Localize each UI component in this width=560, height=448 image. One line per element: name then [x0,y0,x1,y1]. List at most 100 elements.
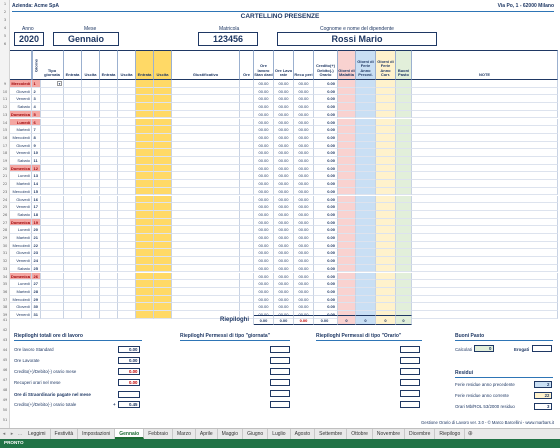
sheet-tab[interactable]: Aprile [196,429,218,439]
sheet-tab[interactable]: Maggio [218,429,244,439]
cell-ore[interactable] [240,295,254,304]
row-number[interactable]: 47 [2,378,8,382]
cell-u3[interactable] [154,172,172,181]
cell-e3[interactable] [136,287,154,296]
row-number[interactable]: 45 [2,358,8,362]
sheet-tab[interactable]: Leggimi [24,429,51,439]
row-number[interactable]: 5 [3,34,7,38]
cell-ore[interactable] [240,157,254,165]
cell-u1[interactable] [82,257,100,265]
cell-e3[interactable] [136,87,154,96]
cell-e1[interactable] [64,264,82,273]
row-number[interactable]: 17 [2,143,8,148]
cell-u1[interactable] [82,210,100,219]
cell-ore[interactable] [240,311,254,319]
cell-tipo[interactable] [41,110,64,119]
spreadsheet-sheet[interactable]: 1 2 3 4 5 6 9 10 11 12 13 14 15 16 17 18 19 20 21 22 23 24 25 2… [0,0,560,428]
cell-u2[interactable] [118,203,136,211]
cell-u2[interactable] [118,157,136,165]
cell-tipo[interactable]: ▾ [41,80,64,88]
cell-u1[interactable] [82,157,100,165]
cell-e1[interactable] [64,110,82,119]
row-number[interactable]: 39 [2,313,8,317]
row-number[interactable]: 3 [3,18,7,22]
cell-u2[interactable] [118,226,136,234]
cell-e2[interactable] [100,257,118,265]
row-number[interactable]: 32 [2,259,8,264]
cell-e2[interactable] [100,203,118,211]
cell-giust[interactable] [172,287,240,296]
cell-u3[interactable] [154,80,172,88]
cell-e1[interactable] [64,95,82,104]
cell-e2[interactable] [100,226,118,234]
cell-giust[interactable] [172,195,240,204]
cell-e2[interactable] [100,234,118,242]
cell-u2[interactable] [118,141,136,150]
cell-u2[interactable] [118,164,136,173]
cell-e2[interactable] [100,157,118,165]
cell-e1[interactable] [64,87,82,96]
cell-giust[interactable] [172,295,240,304]
row-number[interactable]: 38 [2,305,8,310]
cell-giust[interactable] [172,95,240,104]
cell-e3[interactable] [136,203,154,211]
cell-e1[interactable] [64,187,82,196]
cell-e3[interactable] [136,295,154,304]
cell-giust[interactable] [172,172,240,181]
cell-note[interactable] [412,195,558,204]
row-number[interactable]: 22 [2,182,8,187]
cell-u2[interactable] [118,287,136,296]
cell-note[interactable] [412,203,558,211]
cell-tipo[interactable] [41,118,64,127]
cell-giust[interactable] [172,157,240,165]
cell-e1[interactable] [64,249,82,258]
cell-ore[interactable] [240,180,254,188]
cell-tipo[interactable] [41,264,64,273]
straordinario-field[interactable] [118,391,140,398]
cell-e3[interactable] [136,103,154,111]
cell-giust[interactable] [172,149,240,157]
cell-e3[interactable] [136,180,154,188]
cell-u1[interactable] [82,218,100,227]
cell-e2[interactable] [100,210,118,219]
cell-u3[interactable] [154,133,172,142]
cell-tipo[interactable] [41,226,64,234]
cell-u3[interactable] [154,241,172,250]
cell-u3[interactable] [154,95,172,104]
cell-giust[interactable] [172,133,240,142]
cell-e1[interactable] [64,141,82,150]
cell-e1[interactable] [64,287,82,296]
cell-e3[interactable] [136,218,154,227]
cell-u1[interactable] [82,241,100,250]
cell-giust[interactable] [172,141,240,150]
cell-u2[interactable] [118,264,136,273]
cell-note[interactable] [412,210,558,219]
cell-tipo[interactable] [41,203,64,211]
cell-note[interactable] [412,272,558,281]
row-number[interactable]: 18 [2,151,8,156]
cell-u2[interactable] [118,280,136,288]
cell-u1[interactable] [82,195,100,204]
cell-u2[interactable] [118,180,136,188]
cell-e1[interactable] [64,195,82,204]
cell-tipo[interactable] [41,218,64,227]
tab-scroll-right-icon[interactable]: ▸ [10,431,14,437]
cell-u1[interactable] [82,126,100,134]
row-number[interactable]: 25 [2,205,8,210]
row-number[interactable]: 21 [2,174,8,179]
cell-tipo[interactable] [41,311,64,319]
cell-e1[interactable] [64,257,82,265]
cell-ore[interactable] [240,257,254,265]
cell-u1[interactable] [82,187,100,196]
cell-note[interactable] [412,172,558,181]
cell-e2[interactable] [100,311,118,319]
cell-u3[interactable] [154,149,172,157]
cell-u3[interactable] [154,118,172,127]
cell-tipo[interactable] [41,87,64,96]
cell-tipo[interactable] [41,95,64,104]
cell-giust[interactable] [172,280,240,288]
cell-u2[interactable] [118,272,136,281]
cell-e3[interactable] [136,311,154,319]
cell-e1[interactable] [64,157,82,165]
row-number[interactable]: 34 [2,274,8,279]
